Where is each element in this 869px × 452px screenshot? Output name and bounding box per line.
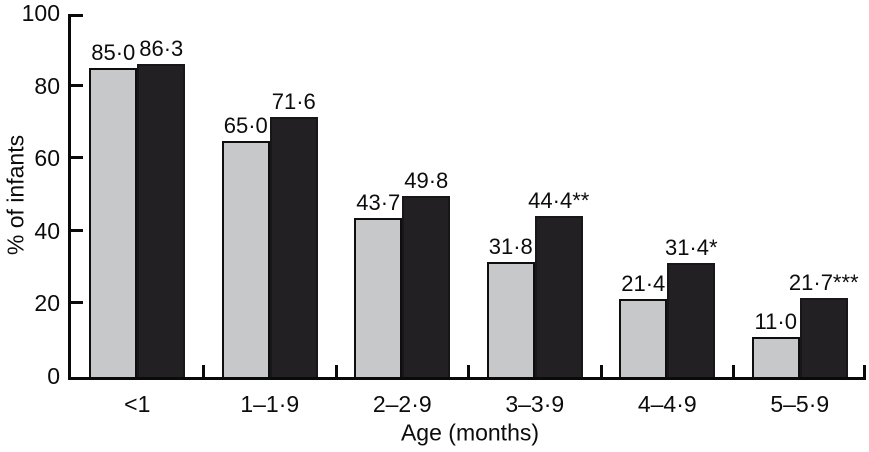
y-tick-label: 100 [21,0,60,26]
bar-gray [354,218,403,377]
x-category-label: 3–3·9 [505,391,565,417]
bar-value-label: 11·0 [754,309,797,335]
y-tick [71,83,83,87]
x-axis-line [68,377,866,380]
x-tick [732,365,735,377]
x-tick [334,365,338,377]
x-category-label: <1 [124,391,151,417]
y-axis-line [68,14,71,380]
bar-value-label: 65·0 [223,113,268,139]
bar-value-label: 44·4** [528,187,590,213]
bar-value-label: 86·3 [139,35,184,61]
y-tick-label: 60 [34,145,60,172]
bar-black [799,298,848,377]
bar-value-label: 71·6 [271,89,316,115]
bar-black [269,117,318,377]
x-category-label: 4–4·9 [637,391,697,417]
y-tick [71,228,83,232]
x-tick [599,365,603,377]
bar-black [402,196,451,377]
bar-value-label: 43·7 [356,190,401,216]
bar-black [137,63,186,377]
bar-gray [89,68,138,377]
bar-value-label: 31·8 [488,233,533,259]
bar-value-label: 21·7*** [788,270,859,296]
bar-gray [751,337,800,377]
bar-gray [221,141,270,377]
y-tick [71,377,83,380]
bar-value-label: 31·4* [664,235,718,261]
bar-black [534,215,583,377]
x-category-label: 2–2·9 [372,391,432,417]
bar-value-label: 21·4 [621,271,666,297]
y-tick-label: 0 [47,363,60,389]
x-tick [467,365,470,377]
y-tick-label: 40 [34,217,60,244]
bar-value-label: 85·0 [91,40,136,66]
y-tick [71,156,83,160]
bar-black [667,263,716,377]
y-tick [71,301,83,305]
plot-area: 85·0 86·3 65·0 71·6 43·7 49·8 31·8 44·4** 21·4 31… [71,14,866,377]
x-tick [863,365,866,377]
y-tick-label: 80 [34,72,60,99]
x-category-label: 1–1·9 [240,391,300,417]
x-tick [202,365,205,377]
y-tick [71,14,83,17]
bar-gray [486,261,535,377]
bar-gray [619,299,668,377]
x-category-label: 5–5·9 [770,391,830,417]
x-axis-title: Age (months) [400,419,540,446]
bar-value-label: 49·8 [404,168,449,194]
y-tick-label: 20 [34,290,60,317]
